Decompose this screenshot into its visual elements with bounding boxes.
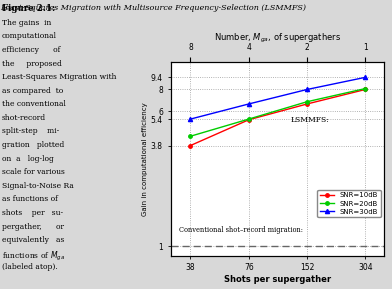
Text: Conventional shot–record migration:: Conventional shot–record migration: [179, 226, 303, 234]
SNR=30dB [247, 102, 251, 106]
Text: Least-Squares Migration with Multisource Frequency-Selection (LSMMFS): Least-Squares Migration with Multisource… [0, 4, 306, 12]
SNR=10dB [188, 144, 193, 147]
Text: the     proposed: the proposed [2, 60, 62, 68]
SNR=30dB [305, 88, 309, 91]
Text: split-step    mi-: split-step mi- [2, 127, 59, 136]
SNR=10dB [247, 118, 251, 121]
Text: the conventional: the conventional [2, 100, 66, 108]
Text: functions of $M_{ga}$: functions of $M_{ga}$ [2, 250, 65, 263]
Text: scale for various: scale for various [2, 168, 65, 176]
Text: computational: computational [2, 32, 57, 40]
SNR=30dB [363, 76, 368, 79]
SNR=10dB [363, 88, 368, 91]
Text: Signal-to-Noise Ra: Signal-to-Noise Ra [2, 182, 74, 190]
Text: as compared  to: as compared to [2, 87, 63, 95]
Line: SNR=30dB: SNR=30dB [188, 75, 367, 121]
Text: LSMMFS:: LSMMFS: [290, 116, 329, 124]
SNR=20dB [188, 134, 193, 138]
X-axis label: Shots per supergather: Shots per supergather [224, 275, 331, 284]
Text: (labeled atop).: (labeled atop). [2, 263, 58, 271]
SNR=20dB [305, 100, 309, 103]
Line: SNR=10dB: SNR=10dB [189, 88, 367, 147]
Y-axis label: Gain in computational efficiency: Gain in computational efficiency [142, 102, 148, 216]
Text: Least-Squares Migration with: Least-Squares Migration with [2, 73, 116, 81]
Text: Figure 2.1:: Figure 2.1: [2, 4, 55, 13]
SNR=20dB [247, 117, 251, 121]
Line: SNR=20dB: SNR=20dB [189, 87, 367, 138]
Legend: SNR=10dB, SNR=20dB, SNR=30dB: SNR=10dB, SNR=20dB, SNR=30dB [317, 190, 381, 217]
Text: on  a   log-log: on a log-log [2, 155, 54, 163]
SNR=10dB [305, 102, 309, 106]
Text: pergather,      or: pergather, or [2, 223, 64, 231]
Text: efficiency      of: efficiency of [2, 46, 60, 54]
Text: equivalently   as: equivalently as [2, 236, 64, 244]
X-axis label: Number, $M_{ga}$, of supergathers: Number, $M_{ga}$, of supergathers [214, 32, 341, 45]
Text: as functions of: as functions of [2, 195, 58, 203]
SNR=30dB [188, 117, 193, 121]
Text: shots    per   su-: shots per su- [2, 209, 63, 217]
Text: The gains  in: The gains in [2, 19, 51, 27]
Text: shot-record: shot-record [2, 114, 46, 122]
SNR=20dB [363, 87, 368, 90]
Text: gration   plotted: gration plotted [2, 141, 64, 149]
